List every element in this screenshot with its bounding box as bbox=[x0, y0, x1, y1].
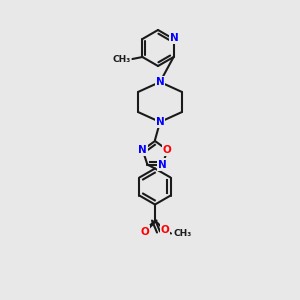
Text: O: O bbox=[160, 224, 169, 235]
Text: N: N bbox=[158, 160, 167, 170]
Text: CH₃: CH₃ bbox=[173, 229, 191, 238]
Text: CH₃: CH₃ bbox=[112, 55, 130, 64]
Text: O: O bbox=[141, 226, 149, 236]
Text: N: N bbox=[138, 145, 147, 155]
Text: N: N bbox=[156, 77, 164, 87]
Text: N: N bbox=[170, 33, 179, 43]
Text: N: N bbox=[156, 117, 164, 127]
Text: O: O bbox=[163, 145, 172, 155]
